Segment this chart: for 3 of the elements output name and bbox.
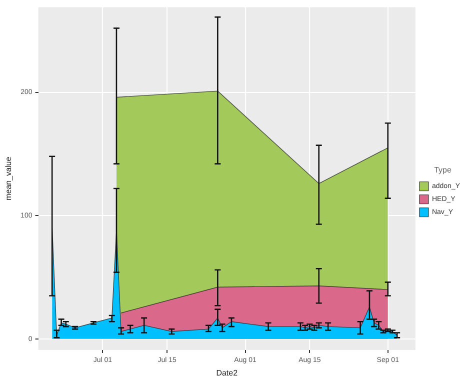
x-axis-title: Date2 (216, 368, 238, 378)
y-axis-title: mean_value (4, 156, 14, 200)
legend-title: Type (434, 165, 452, 174)
